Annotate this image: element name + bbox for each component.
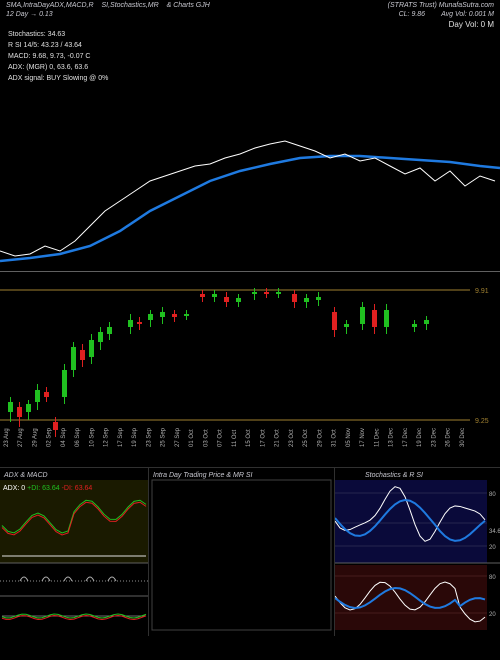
macd-line: MACD: 9.68, 9.73, -0.07 C: [8, 51, 492, 62]
svg-text:15 Oct: 15 Oct: [246, 429, 252, 447]
indicator-info-block: Stochastics: 34.63 R SI 14/5: 43.23 / 43…: [0, 29, 500, 84]
candlestick-chart[interactable]: 9.91 9.25 23 Aug 27 Aug 29 Aug 02 Sep 04 Sep 06…: [0, 272, 500, 467]
svg-text:11 Oct: 11 Oct: [232, 429, 238, 447]
svg-text:Intra Day Trading Price &: Intra Day Trading Price & MR SI: [153, 472, 253, 479]
svg-text:13 Dec: 13 Dec: [389, 428, 395, 447]
svg-text:07 Oct: 07 Oct: [218, 429, 224, 447]
svg-text:10 Sep: 10 Sep: [89, 427, 95, 447]
svg-text:Stochastics & R SI: Stochastics & R SI: [365, 472, 423, 479]
tag: & Charts GJH: [167, 2, 210, 9]
svg-text:31 Oct: 31 Oct: [332, 429, 338, 447]
svg-text:20: 20: [489, 545, 496, 551]
svg-text:06 Sep: 06 Sep: [75, 427, 81, 447]
close-price: CL: 9.86: [399, 11, 425, 18]
svg-text:34.63: 34.63: [489, 529, 500, 535]
stochastics-chart[interactable]: Stochastics & R SI 80 34.63 20 80 20: [335, 468, 500, 636]
header-sub-row: 12 Day → 0.13 CL: 9.86 Avg Vol: 0.001 M: [0, 9, 500, 20]
svg-text:29 Aug: 29 Aug: [32, 428, 38, 447]
svg-text:25 Sep: 25 Sep: [161, 427, 167, 447]
range-label: 12 Day → 0.13: [6, 11, 53, 18]
rsi-line: R SI 14/5: 43.23 / 43.64: [8, 40, 492, 51]
svg-text:05 Nov: 05 Nov: [346, 428, 352, 447]
svg-text:80: 80: [489, 492, 496, 498]
svg-text:17 Sep: 17 Sep: [118, 427, 124, 447]
header-stats: CL: 9.86 Avg Vol: 0.001 M: [399, 11, 494, 18]
svg-text:21 Oct: 21 Oct: [275, 429, 281, 447]
svg-text:9.25: 9.25: [475, 418, 489, 425]
header-source: (STRATS Trust) MunafaSutra.com: [388, 2, 494, 9]
svg-text:80: 80: [489, 575, 496, 581]
svg-text:30 Dec: 30 Dec: [460, 428, 466, 447]
header-indicators: SMA,IntraDayADX,MACD,R SI,Stochastics,MR…: [6, 2, 216, 9]
svg-text:04 Sep: 04 Sep: [61, 427, 67, 447]
stochastics-line: Stochastics: 34.63: [8, 29, 492, 40]
svg-text:19 Sep: 19 Sep: [132, 427, 138, 447]
main-price-chart[interactable]: [0, 86, 500, 271]
adx-signal-line: ADX signal: BUY Slowing @ 0%: [8, 73, 492, 84]
day-vol-row: Day Vol: 0 M: [0, 20, 500, 29]
adx-line: ADX: (MGR) 0, 63.6, 63.6: [8, 62, 492, 73]
candle-section: 9.91 9.25 23 Aug 27 Aug 29 Aug 02 Sep 04 Sep 06…: [0, 271, 500, 467]
svg-text:ADX: 0 +DI: 63.64 -DI: 63.: ADX: 0 +DI: 63.64 -DI: 63.64: [3, 485, 92, 492]
stochastics-rsi-panel: Stochastics & R SI 80 34.63 20 80 20: [335, 468, 500, 636]
svg-text:17 Dec: 17 Dec: [403, 428, 409, 447]
avg-vol: Avg Vol: 0.001 M: [441, 11, 494, 18]
svg-text:12 Sep: 12 Sep: [104, 427, 110, 447]
svg-text:23 Sep: 23 Sep: [146, 427, 152, 447]
svg-text:27 Aug: 27 Aug: [18, 428, 24, 447]
intraday-chart[interactable]: Intra Day Trading Price & MR SI: [149, 468, 334, 636]
svg-text:01 Oct: 01 Oct: [189, 429, 195, 447]
bottom-panels: ADX & MACDADX: 0 +DI: 63.64 -DI: 63.64 I…: [0, 467, 500, 636]
svg-text:03 Oct: 03 Oct: [203, 429, 209, 447]
svg-text:11 Dec: 11 Dec: [374, 428, 380, 447]
svg-text:19 Dec: 19 Dec: [417, 428, 423, 447]
svg-text:17 Nov: 17 Nov: [360, 428, 366, 447]
svg-text:02 Sep: 02 Sep: [47, 427, 53, 447]
intraday-panel: Intra Day Trading Price & MR SI: [148, 468, 335, 636]
svg-text:29 Oct: 29 Oct: [317, 429, 323, 447]
tag: SI,Stochastics,MR: [101, 2, 158, 9]
svg-text:26 Dec: 26 Dec: [446, 428, 452, 447]
svg-text:17 Oct: 17 Oct: [260, 429, 266, 447]
svg-text:23 Oct: 23 Oct: [289, 429, 295, 447]
svg-text:ADX & MACD: ADX & MACD: [3, 472, 48, 479]
svg-text:27 Sep: 27 Sep: [175, 427, 181, 447]
svg-text:9.91: 9.91: [475, 288, 489, 295]
svg-text:25 Oct: 25 Oct: [303, 429, 309, 447]
svg-text:23 Aug: 23 Aug: [4, 428, 10, 447]
svg-text:20: 20: [489, 612, 496, 618]
svg-text:23 Dec: 23 Dec: [431, 428, 437, 447]
adx-chart[interactable]: ADX & MACDADX: 0 +DI: 63.64 -DI: 63.64: [0, 468, 148, 636]
tag: SMA,IntraDayADX,MACD,R: [6, 2, 94, 9]
adx-macd-panel: ADX & MACDADX: 0 +DI: 63.64 -DI: 63.64: [0, 468, 148, 636]
day-vol: Day Vol: 0 M: [449, 20, 494, 29]
